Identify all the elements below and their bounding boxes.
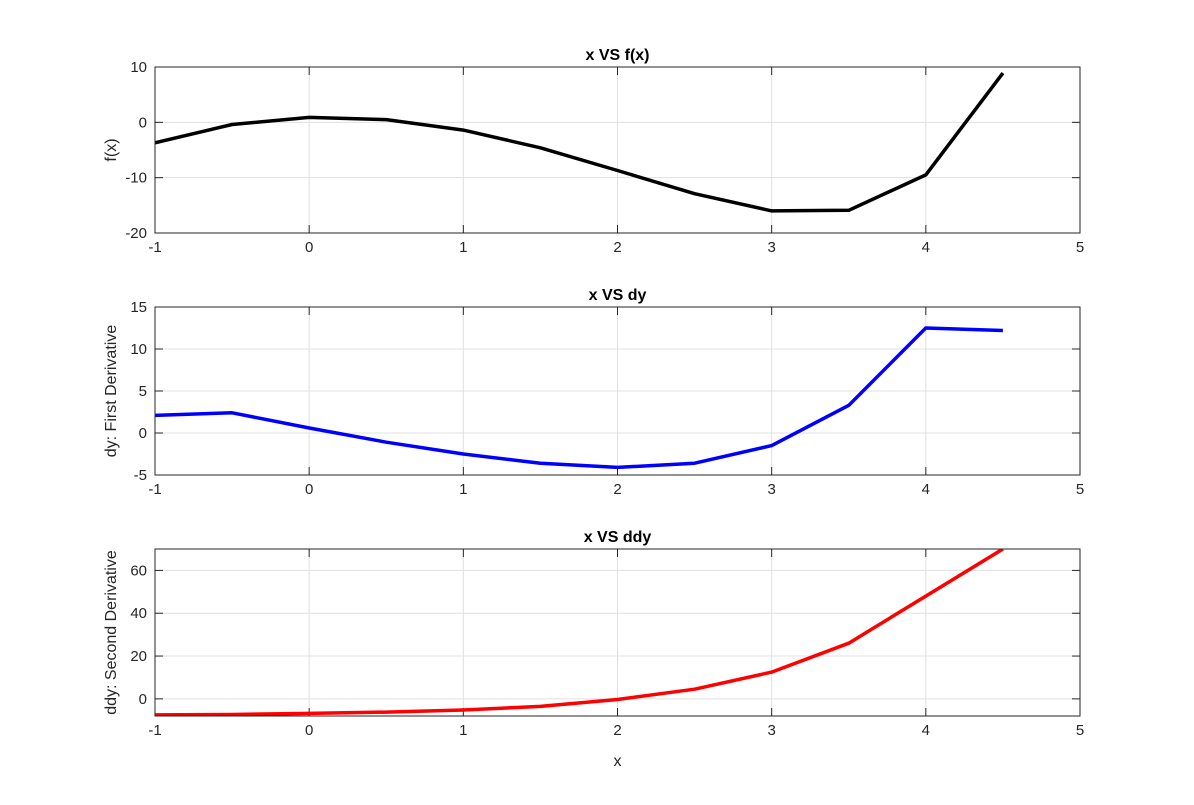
y-tick-label: 15 (130, 299, 147, 316)
x-tick-label: 2 (613, 722, 621, 739)
subplot-2: -1 0 1 2 3 4 5 -5 0 5 10 15 x VS dy dy: First Derivat… (103, 287, 1084, 498)
x-tick-label: 0 (305, 722, 313, 739)
y-tick-label: 40 (130, 605, 147, 622)
y-tick-label: -20 (125, 225, 147, 242)
y-tick-label: 0 (139, 691, 147, 708)
x-tick-label: 4 (922, 481, 930, 498)
y-tick-label: 0 (139, 114, 147, 131)
axes-box (154, 548, 1081, 717)
x-tick-label: 3 (767, 722, 775, 739)
x-tick-label: 3 (767, 481, 775, 498)
series-line (155, 326, 1003, 470)
x-tick-label: 3 (767, 239, 775, 256)
chart-title: x VS f(x) (585, 47, 649, 64)
axes-box (154, 66, 1081, 234)
x-tick-label: 5 (1076, 722, 1084, 739)
y-tick-label: 20 (130, 648, 147, 665)
x-tick-label: 4 (922, 722, 930, 739)
x-tick-label: 1 (459, 481, 467, 498)
y-axis-label: dy: First Derivative (103, 325, 120, 458)
y-tick-label: 0 (139, 425, 147, 442)
x-tick-label: -1 (148, 239, 161, 256)
x-tick-label: 5 (1076, 239, 1084, 256)
y-tick-label: 60 (130, 562, 147, 579)
x-tick-label: 2 (613, 239, 621, 256)
x-tick-label: -1 (148, 722, 161, 739)
y-tick-label: -5 (134, 467, 147, 484)
x-tick-label: 0 (305, 239, 313, 256)
y-tick-label: 10 (130, 59, 147, 76)
y-tick-label: 5 (139, 383, 147, 400)
x-tick-label: 1 (459, 722, 467, 739)
x-tick-label: 4 (922, 239, 930, 256)
x-tick-label: 5 (1076, 481, 1084, 498)
axes-box (154, 306, 1081, 476)
y-tick-label: -10 (125, 170, 147, 187)
chart-title: x VS ddy (584, 529, 652, 546)
y-tick-label: 10 (130, 341, 147, 358)
x-tick-label: 2 (613, 481, 621, 498)
y-axis-label: ddy: Second Derivative (103, 550, 120, 715)
chart-title: x VS dy (589, 287, 647, 304)
x-tick-label: 0 (305, 481, 313, 498)
series-line (155, 72, 1005, 213)
x-axis-label: x (614, 753, 622, 770)
y-axis-label: f(x) (103, 138, 120, 161)
x-tick-label: -1 (148, 481, 161, 498)
x-tick-label: 1 (459, 239, 467, 256)
series-line (155, 549, 1004, 716)
